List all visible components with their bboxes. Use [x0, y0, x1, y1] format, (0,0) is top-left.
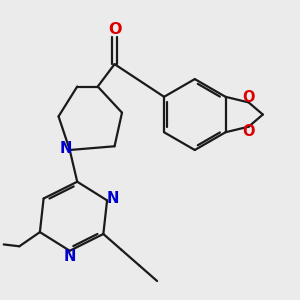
Text: N: N	[106, 191, 119, 206]
Text: N: N	[64, 249, 76, 264]
Text: O: O	[242, 124, 255, 139]
Text: O: O	[108, 22, 121, 37]
Text: O: O	[242, 90, 255, 105]
Text: N: N	[60, 141, 72, 156]
